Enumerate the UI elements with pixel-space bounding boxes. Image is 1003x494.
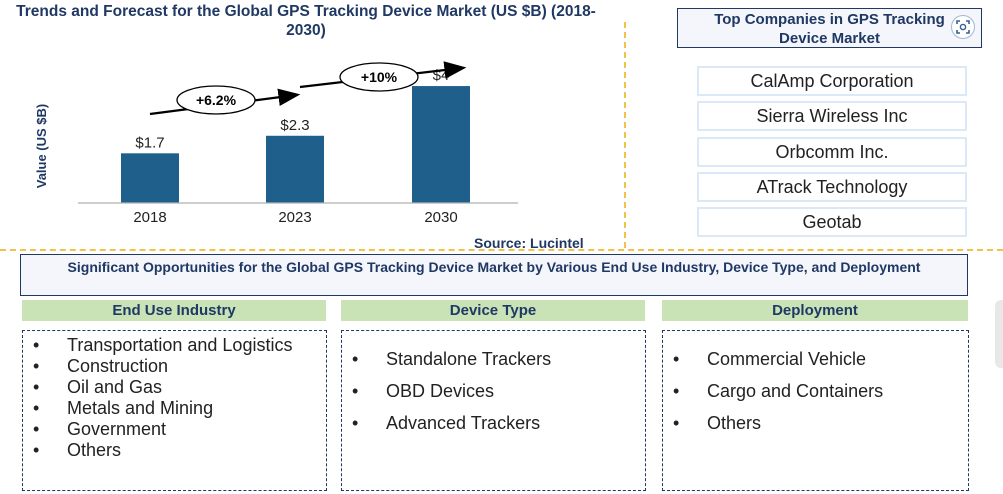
list-item: • Advanced Trackers xyxy=(352,413,541,433)
data-label: $1.7 xyxy=(135,134,164,151)
bar-2030 xyxy=(412,86,470,203)
bar-2018 xyxy=(121,153,179,203)
list-item: • Cargo and Containers xyxy=(673,381,884,401)
deployment-list-box: • Commercial Vehicle • Cargo and Container… xyxy=(662,330,969,491)
source-label: Source: Lucintel xyxy=(474,235,584,251)
scan-icon[interactable] xyxy=(951,15,975,39)
bar-2023 xyxy=(266,135,324,203)
companies-title: Top Companies in GPS Tracking Device Mar… xyxy=(714,11,945,47)
column-header-device-type: Device Type xyxy=(341,300,645,321)
company-item: ATrack Technology xyxy=(697,172,967,202)
y-axis-label: Value (US $B) xyxy=(34,104,49,189)
data-label: $2.3 xyxy=(280,117,309,134)
list-item: • Standalone Trackers xyxy=(352,349,552,369)
device-type-list-box: • Standalone Trackers • OBD Devices • Advan… xyxy=(341,330,646,491)
x-tick-label: 2030 xyxy=(424,209,457,226)
x-tick-label: 2023 xyxy=(278,209,311,226)
company-item: Sierra Wireless Inc xyxy=(697,101,967,131)
list-item: • OBD Devices xyxy=(352,381,495,401)
company-item: Geotab xyxy=(697,207,967,237)
company-item: Orbcomm Inc. xyxy=(697,137,967,167)
end-use-list: • Transportation and Logistics • Construct… xyxy=(23,331,326,461)
company-item: CalAmp Corporation xyxy=(697,66,967,96)
column-header-deployment: Deployment xyxy=(662,300,968,321)
list-item: • Commercial Vehicle xyxy=(673,349,867,369)
list-item: • Others xyxy=(673,413,762,433)
column-header-end-use: End Use Industry xyxy=(22,300,326,321)
list-item: • Metals and Mining xyxy=(33,398,214,418)
opportunities-title-box: Significant Opportunities for the Global… xyxy=(20,254,968,296)
x-tick-label: 2018 xyxy=(133,209,166,226)
opportunities-title: Significant Opportunities for the Global… xyxy=(67,259,921,275)
list-item: • Oil and Gas xyxy=(33,377,163,397)
list-item: • Transportation and Logistics xyxy=(33,335,293,355)
horizontal-divider xyxy=(0,249,1003,251)
list-item: • Construction xyxy=(33,356,169,376)
growth-oval xyxy=(339,62,419,92)
deployment-list: • Commercial Vehicle • Cargo and Container… xyxy=(663,331,968,439)
list-item: • Government xyxy=(33,419,167,439)
end-use-list-box: • Transportation and Logistics • Construct… xyxy=(22,330,327,491)
growth-label: +6.2% xyxy=(196,92,237,108)
companies-title-box: Top Companies in GPS Tracking Device Mar… xyxy=(677,8,982,48)
chart-title: Trends and Forecast for the Global GPS T… xyxy=(16,3,596,39)
vertical-divider xyxy=(624,22,626,248)
device-type-list: • Standalone Trackers • OBD Devices • Advan… xyxy=(342,331,645,439)
growth-oval xyxy=(176,85,256,115)
list-item: • Others xyxy=(33,440,122,460)
growth-label: +10% xyxy=(361,69,398,85)
side-panel-tab[interactable] xyxy=(995,300,1003,368)
